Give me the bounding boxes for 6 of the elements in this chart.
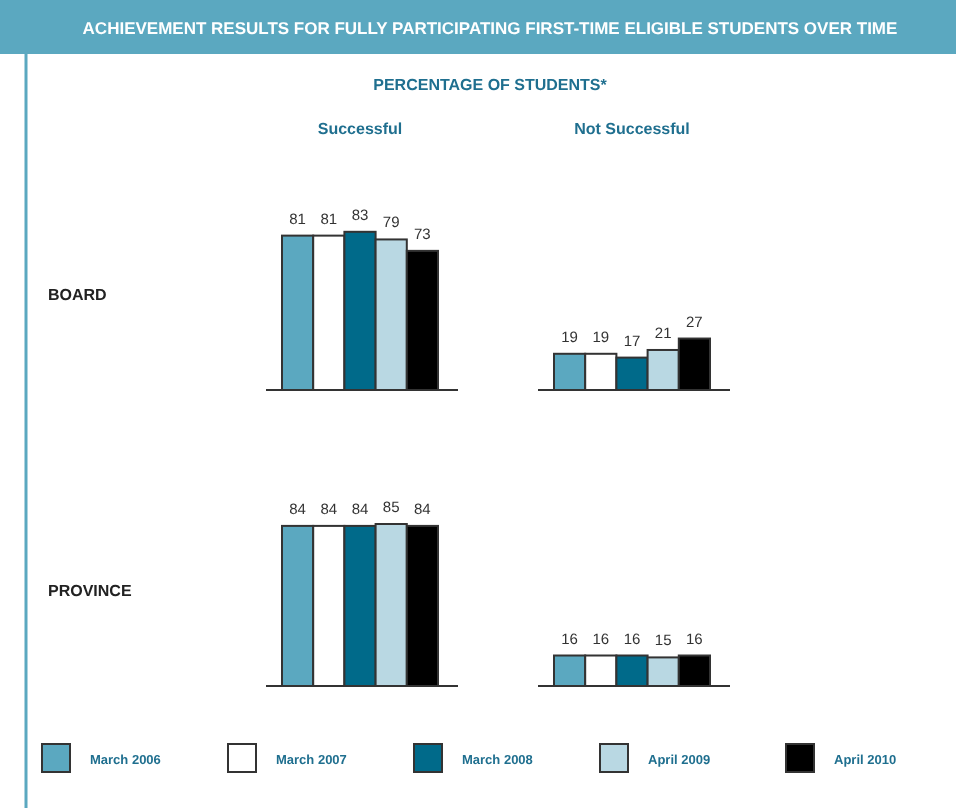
y-axis-title: BOARD bbox=[48, 286, 108, 304]
y-axis-title: PROVINCE bbox=[48, 582, 133, 600]
x-tick-label: Successful bbox=[317, 120, 403, 138]
x-tick-label: Not Successful bbox=[574, 120, 690, 138]
chart-title: ACHIEVEMENT RESULTS FOR FULLY PARTICIPATING FIRST-TIME ELIGIBLE STUDENTS OVER TIME bbox=[82, 18, 899, 38]
chart-subtitle: PERCENTAGE OF STUDENTS* bbox=[373, 76, 609, 94]
